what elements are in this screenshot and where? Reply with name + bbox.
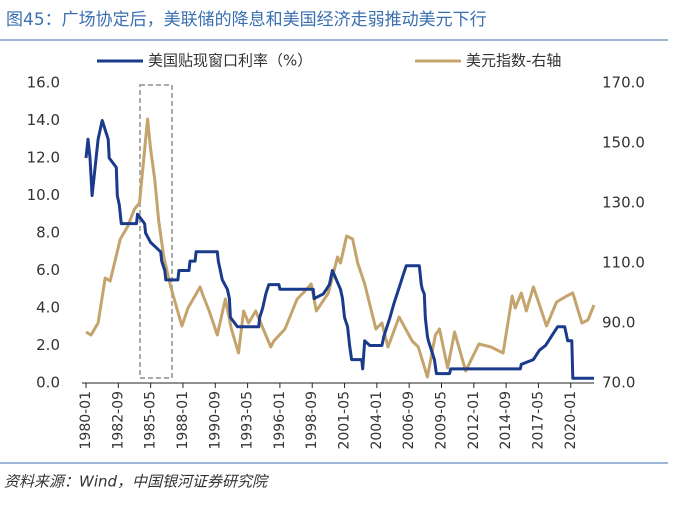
- y-tick-label: 16.0: [27, 74, 60, 92]
- legend-label: 美元指数-右轴: [466, 52, 561, 70]
- y-tick-label: 8.0: [36, 224, 60, 242]
- y2-tick-label: 110.0: [602, 254, 645, 272]
- x-tick-label: 1996-01: [272, 391, 288, 450]
- y-tick-label: 6.0: [36, 261, 60, 279]
- x-tick-label: 2006-09: [401, 391, 417, 450]
- x-tick-label: 1990-09: [207, 391, 223, 450]
- x-tick-label: 1993-05: [240, 391, 256, 450]
- y-tick-label: 4.0: [36, 299, 60, 317]
- x-tick-label: 2014-09: [498, 391, 514, 450]
- y-tick-label: 2.0: [36, 336, 60, 354]
- y2-tick-label: 90.0: [602, 314, 635, 332]
- y2-tick-label: 150.0: [602, 134, 645, 152]
- y2-tick-label: 130.0: [602, 194, 645, 212]
- x-tick-label: 2020-01: [563, 391, 579, 450]
- chart-title: 图45：广场协定后，美联储的降息和美国经济走弱推动美元下行: [6, 10, 487, 30]
- x-tick-label: 1988-01: [175, 391, 191, 450]
- series-line: [84, 119, 594, 380]
- x-tick-label: 2001-05: [337, 391, 353, 450]
- legend-label: 美国贴现窗口利率（%）: [148, 52, 312, 70]
- y2-tick-label: 70.0: [602, 374, 635, 392]
- series-line: [85, 117, 596, 379]
- y-tick-label: 12.0: [27, 149, 60, 167]
- x-tick-label: 1998-09: [304, 391, 320, 450]
- plaza-accord-box: [139, 84, 173, 379]
- y-tick-label: 14.0: [27, 111, 60, 129]
- x-tick-label: 1982-09: [110, 391, 126, 450]
- x-tick-label: 2004-01: [369, 391, 385, 450]
- x-tick-label: 2017-05: [530, 391, 546, 450]
- y-tick-label: 10.0: [27, 186, 60, 204]
- x-tick-label: 2009-05: [433, 391, 449, 450]
- y-tick-label: 0.0: [36, 374, 60, 392]
- x-tick-label: 1980-01: [78, 391, 94, 450]
- x-tick-label: 2012-01: [466, 391, 482, 450]
- source-note: 资料来源：Wind，中国银河证券研究院: [4, 473, 269, 491]
- x-tick-label: 1985-05: [143, 391, 159, 450]
- y2-tick-label: 170.0: [602, 74, 645, 92]
